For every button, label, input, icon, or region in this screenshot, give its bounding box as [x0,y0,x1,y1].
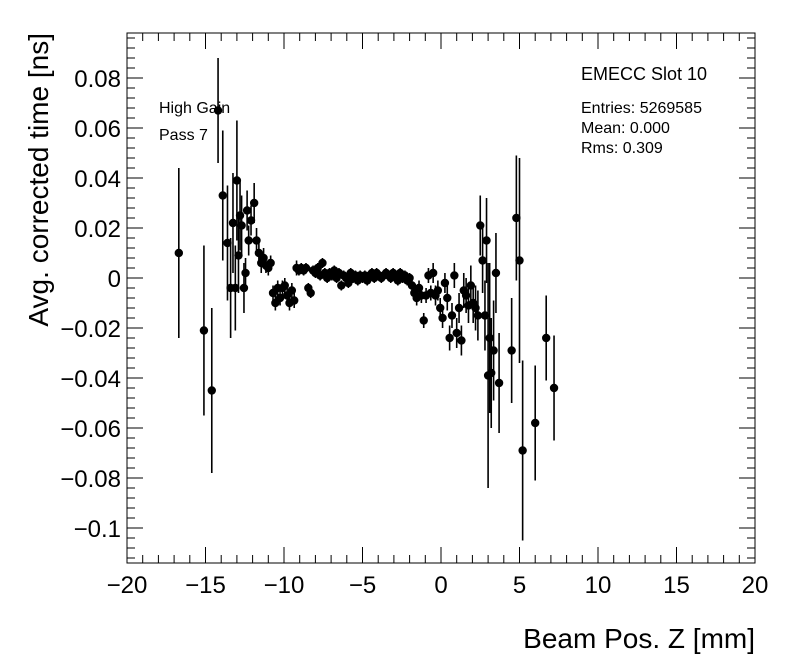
data-point [541,333,551,343]
data-point [337,281,346,290]
data-point [482,236,491,245]
data-point [237,221,246,230]
data-point [457,336,466,345]
axis-ticks [126,33,756,563]
annotation-gain: High Gain [159,100,230,117]
data-point [491,268,501,278]
y-axis-title: Avg. corrected time [ns] [23,33,54,327]
x-tick-label: −10 [264,572,305,599]
data-point [473,311,483,320]
data-point [252,236,261,245]
data-point [489,346,498,355]
x-tick-label: 0 [434,572,447,599]
data-point [407,281,417,290]
data-point [531,418,540,428]
data-point [249,198,259,208]
data-point [290,296,299,305]
data-point [518,446,527,455]
x-tick-label: 10 [585,572,612,599]
x-tick-label: 20 [742,572,769,599]
y-tick-label: −0.1 [74,516,121,543]
data-point [445,333,454,343]
data-point [174,248,184,258]
data-point [450,271,459,280]
x-tick-label: −5 [349,572,376,599]
plot-frame [126,32,756,564]
y-tick-label: 0 [108,266,121,293]
data-point [213,106,223,115]
data-point [419,316,428,325]
y-tick-label: 0.04 [74,166,121,193]
data-point [218,191,227,200]
data-points [174,58,559,541]
data-point [301,263,311,273]
y-tick-label: −0.06 [60,416,121,443]
data-point [318,258,327,268]
data-point [231,283,240,293]
data-point [280,281,289,290]
data-point [223,238,232,248]
data-point [275,293,285,303]
x-tick-label: −20 [107,572,148,599]
annotation-pass: Pass 7 [159,127,208,144]
data-point [287,286,297,295]
data-point [515,256,524,265]
data-point [232,176,242,185]
stats-rms: Rms: 0.309 [581,140,663,157]
data-point [242,206,252,215]
data-point [244,236,253,245]
data-point [494,378,504,388]
data-point [306,288,315,298]
data-point [228,218,238,228]
x-tick-label: 15 [663,572,690,599]
data-point [440,278,450,288]
y-tick-label: 0.06 [74,116,121,143]
y-tick-labels: −0.1 −0.08 −0.06 −0.04 −0.02 0 0.02 0.04 0.06 0.0… [60,66,121,543]
data-point [433,286,443,295]
data-point [454,303,464,313]
stats-title: EMECC Slot 10 [581,64,707,84]
data-point [239,283,249,293]
data-point [447,311,457,320]
data-point [443,293,452,303]
data-point [234,251,243,260]
x-tick-label: −15 [185,572,226,599]
stats-mean: Mean: 0.000 [581,120,670,137]
y-tick-label: 0.02 [74,216,121,243]
x-tick-labels: −20 −15 −10 −5 0 5 10 15 20 [107,572,769,599]
data-point [452,328,461,338]
data-point [235,211,245,220]
y-tick-label: −0.02 [60,316,121,343]
data-point [266,258,275,268]
data-point [241,268,250,278]
stats-entries: Entries: 5269585 [581,100,702,117]
data-point [485,333,494,343]
data-point [507,346,516,355]
data-point [478,256,487,265]
data-point [405,273,414,283]
data-point [199,326,209,335]
data-point [207,386,216,395]
data-point [480,311,490,320]
data-point [438,313,447,323]
y-tick-label: −0.04 [60,366,121,393]
x-axis-title: Beam Pos. Z [mm] [523,623,755,654]
y-tick-label: 0.08 [74,66,121,93]
data-point [549,383,559,393]
x-tick-label: 5 [513,572,526,599]
data-point [246,216,256,225]
data-point [428,268,438,278]
y-tick-label: −0.08 [60,466,121,493]
data-point [476,221,485,230]
data-point [512,213,521,223]
